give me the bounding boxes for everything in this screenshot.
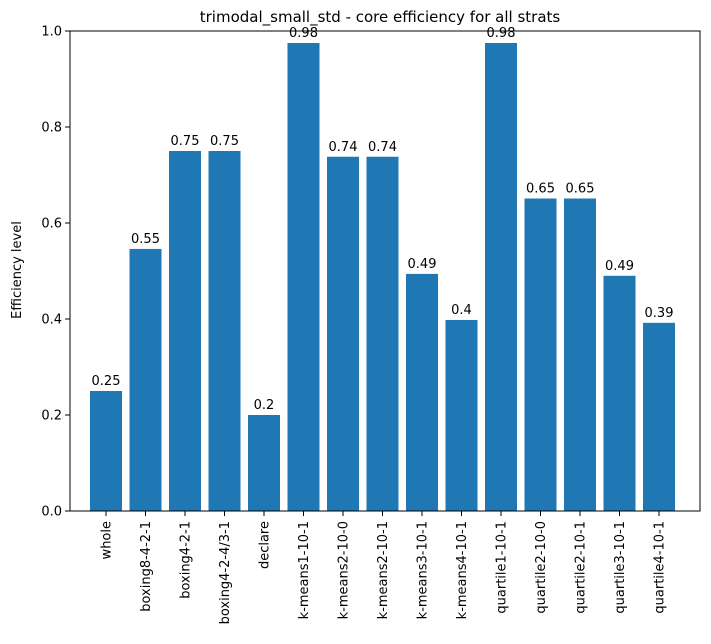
bar [643,322,675,511]
y-tick-label: 0.4 [41,313,62,328]
bar [406,273,438,511]
bar-data-label: 0.2 [254,398,275,413]
bar-data-label: 0.65 [566,182,595,197]
bar-data-label: 0.98 [487,26,516,41]
y-axis-ticks: 0.0 0.2 0.4 0.6 0.8 1.0 [41,25,70,520]
bar-data-label: 0.74 [368,140,397,155]
bar [485,43,517,511]
bar [129,248,162,512]
bar-data-label: 0.39 [645,306,674,321]
x-tick-label: quartile2-10-1 [574,521,589,614]
y-tick-label: 0.0 [41,505,62,520]
x-tick-label: k-means4-10-1 [455,521,470,619]
x-tick-label: declare [258,521,273,569]
bar-data-label: 0.65 [526,182,555,197]
x-tick-label: k-means2-10-0 [337,521,352,619]
bar-data-label: 0.4 [451,303,472,318]
y-tick-label: 0.8 [41,121,62,136]
bar [327,156,359,511]
y-tick-label: 0.6 [41,217,62,232]
bar-data-label: 0.75 [171,134,200,149]
bar-data-label: 0.74 [329,140,358,155]
bar-data-label: 0.55 [131,232,160,247]
bar [90,391,122,511]
x-tick-label: quartile3-10-1 [613,521,628,614]
bar [208,151,241,511]
bar [287,43,320,511]
bar [603,275,636,511]
x-tick-label: quartile4-10-1 [653,521,668,614]
y-axis-label: Efficiency level [10,221,25,319]
x-tick-label: quartile2-10-0 [534,521,549,614]
x-axis-ticks: whole boxing8-4-2-1 boxing4-2-1 boxing4-2-4… [100,511,668,624]
y-tick-label: 0.2 [41,409,62,424]
x-tick-label: k-means1-10-1 [297,521,312,619]
x-tick-label: quartile1-10-1 [495,521,510,614]
bar [366,156,399,511]
bar [248,415,280,511]
x-tick-label: whole [100,521,115,559]
bar-data-label: 0.25 [92,374,121,389]
bar [524,198,557,511]
bar-data-label: 0.98 [289,26,318,41]
x-tick-label: boxing4-2-1 [179,521,194,599]
bar-data-label: 0.49 [408,257,437,272]
bar-data-label: 0.49 [605,259,634,274]
x-tick-label: k-means2-10-1 [376,521,391,619]
data-labels-group: 0.25 0.55 0.75 0.75 0.2 0.98 0.74 0.74 0.49 0.4 0.… [92,26,674,413]
x-tick-label: boxing4-2-4/3-1 [218,521,233,624]
x-tick-label: k-means3-10-1 [416,521,431,619]
bar [564,198,596,511]
bar-data-label: 0.75 [210,134,239,149]
bar [445,319,478,511]
y-tick-label: 1.0 [41,25,62,40]
bar [169,151,201,511]
bars-group [90,43,675,512]
plot-frame [69,30,701,512]
chart-title: trimodal_small_std - core efficiency for… [200,8,561,27]
x-tick-label: boxing8-4-2-1 [139,521,154,612]
